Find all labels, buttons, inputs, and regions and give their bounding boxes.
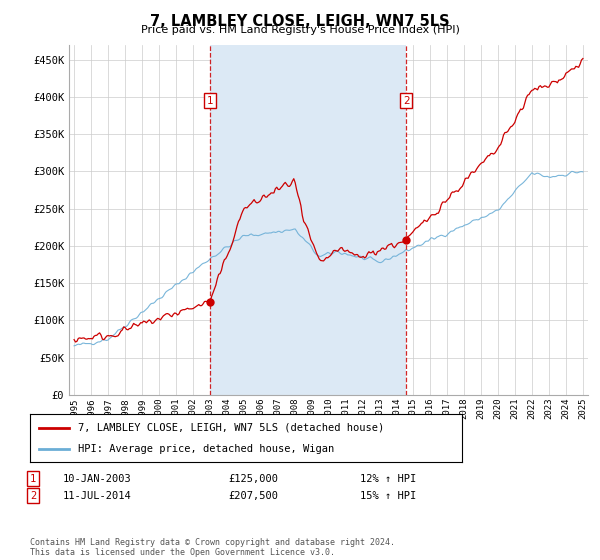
- Text: 11-JUL-2014: 11-JUL-2014: [63, 491, 132, 501]
- Text: 7, LAMBLEY CLOSE, LEIGH, WN7 5LS: 7, LAMBLEY CLOSE, LEIGH, WN7 5LS: [150, 14, 450, 29]
- Text: 10-JAN-2003: 10-JAN-2003: [63, 474, 132, 484]
- Bar: [210, 45, 406, 395]
- Text: 1: 1: [30, 474, 36, 484]
- Text: 12% ↑ HPI: 12% ↑ HPI: [360, 474, 416, 484]
- Text: HPI: Average price, detached house, Wigan: HPI: Average price, detached house, Wiga…: [77, 444, 334, 454]
- Text: £207,500: £207,500: [228, 491, 278, 501]
- Text: Contains HM Land Registry data © Crown copyright and database right 2024.
This d: Contains HM Land Registry data © Crown c…: [30, 538, 395, 557]
- Text: 7, LAMBLEY CLOSE, LEIGH, WN7 5LS (detached house): 7, LAMBLEY CLOSE, LEIGH, WN7 5LS (detach…: [77, 423, 384, 433]
- Text: 2: 2: [30, 491, 36, 501]
- Text: 15% ↑ HPI: 15% ↑ HPI: [360, 491, 416, 501]
- Text: 1: 1: [207, 96, 214, 106]
- Text: 2: 2: [403, 96, 409, 106]
- Text: £125,000: £125,000: [228, 474, 278, 484]
- Text: Price paid vs. HM Land Registry's House Price Index (HPI): Price paid vs. HM Land Registry's House …: [140, 25, 460, 35]
